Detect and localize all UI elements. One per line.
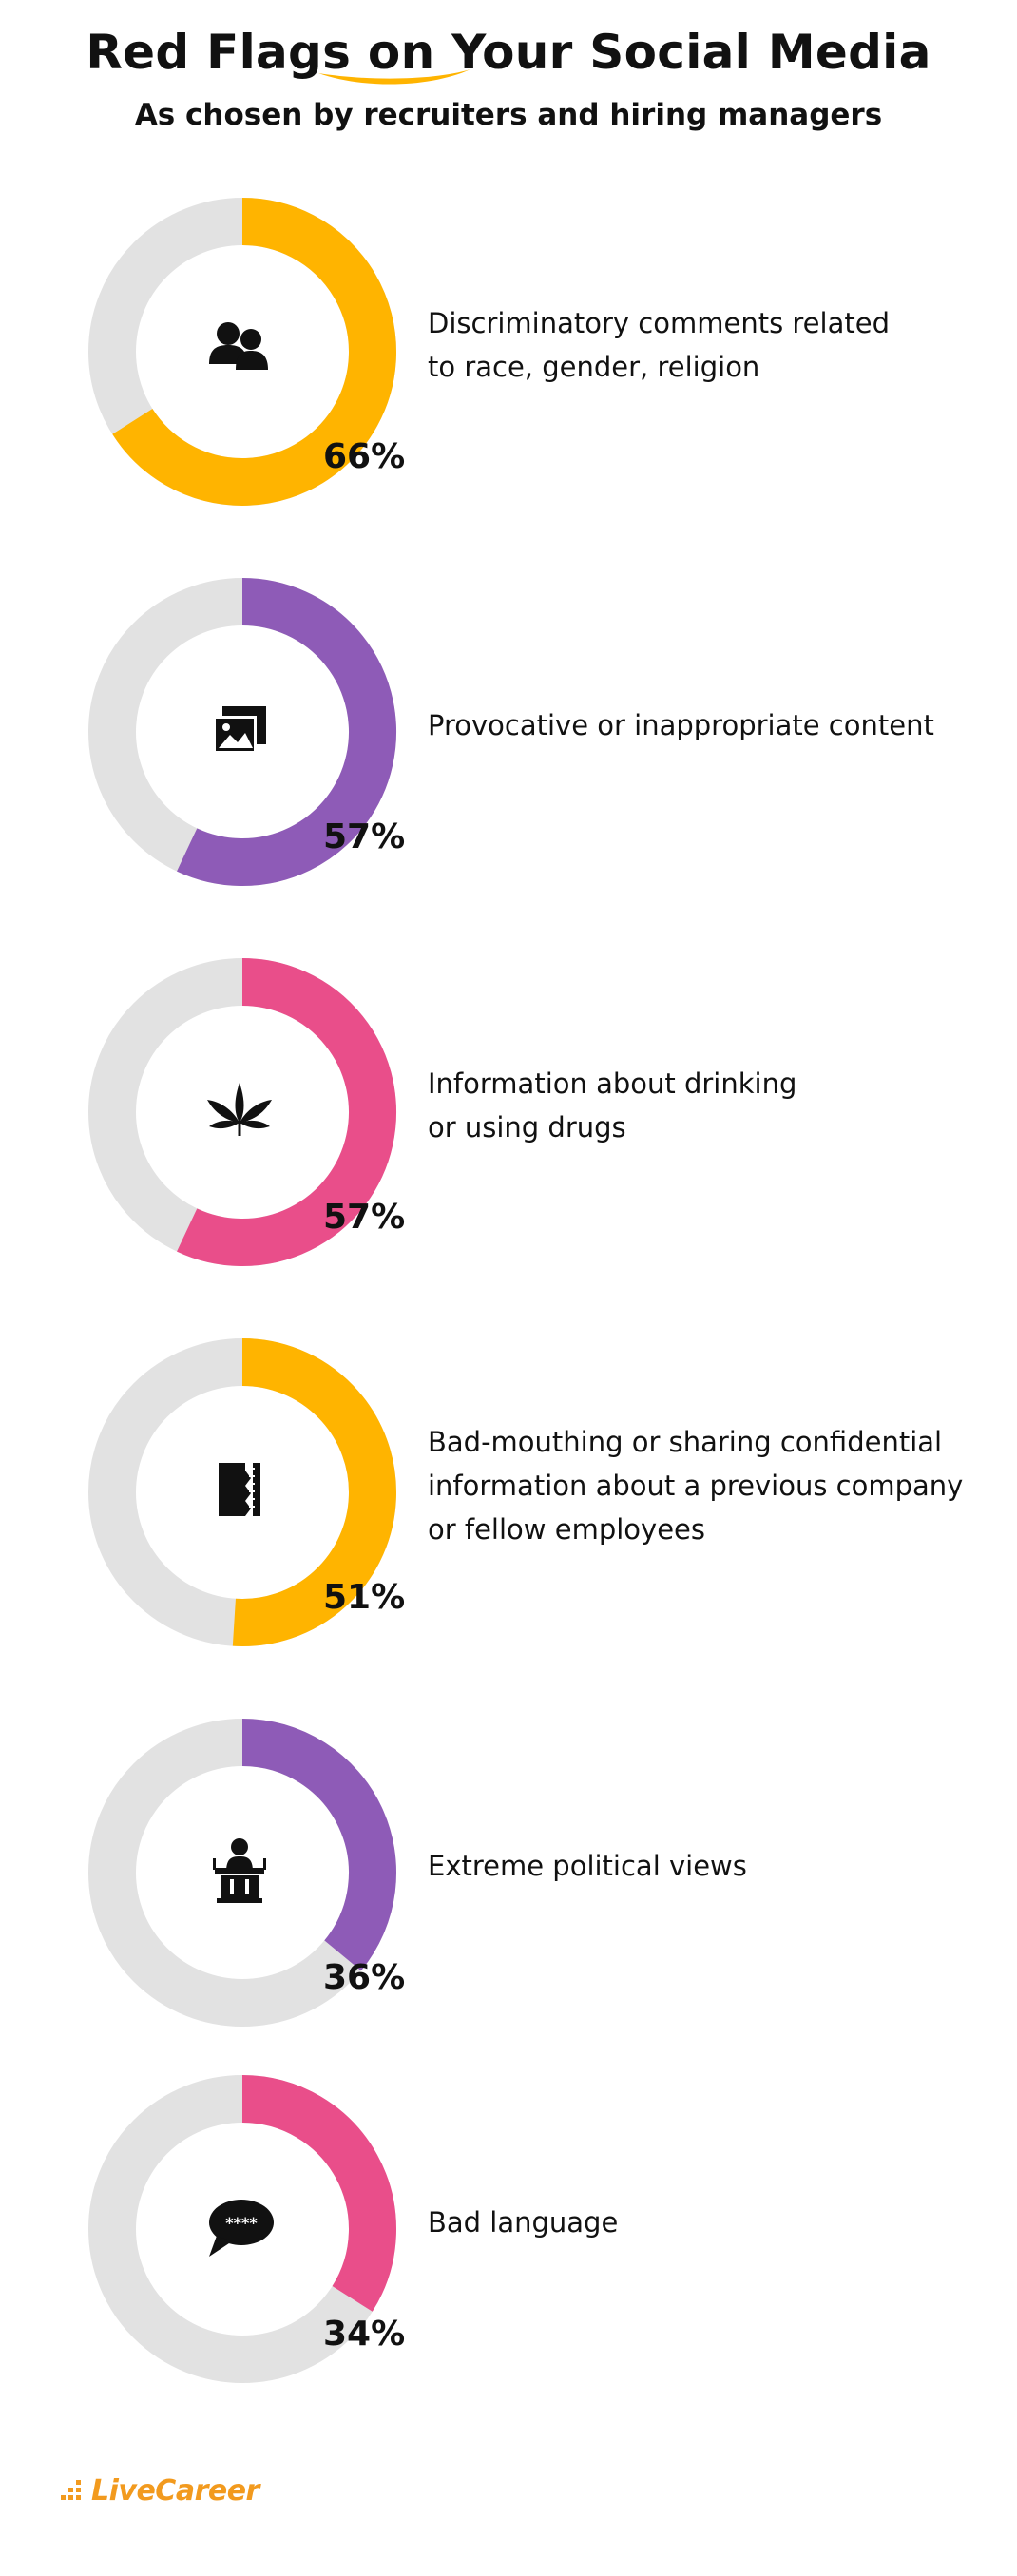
donut-item: 57% Information about drinking or using dr… bbox=[0, 951, 1017, 1331]
donut-item: 36% Extreme political views bbox=[0, 1711, 1017, 2091]
category-label-line: Information about drinking bbox=[428, 1067, 797, 1100]
donut-chart bbox=[88, 578, 396, 886]
speech-bubble-censored-icon: **** bbox=[209, 2200, 274, 2257]
bubble-asterisks: **** bbox=[225, 2214, 258, 2232]
percent-label: 51% bbox=[323, 1578, 406, 1617]
donut-chart: **** bbox=[88, 2075, 396, 2383]
shredded-document-icon bbox=[219, 1463, 260, 1516]
category-label-line: Bad language bbox=[428, 2206, 619, 2239]
donut-item: **** 34% Bad language bbox=[0, 2067, 1017, 2448]
donut-item: 51% Bad-mouthing or sharing confidential i… bbox=[0, 1331, 1017, 1711]
category-label-line: to race, gender, religion bbox=[428, 351, 760, 383]
category-label: Bad-mouthing or sharing confidential info… bbox=[428, 1420, 998, 1551]
percent-label: 36% bbox=[323, 1958, 406, 1997]
category-label-line: Discriminatory comments related bbox=[428, 307, 890, 339]
chart-header: Red Flags on Your Social Media As chosen… bbox=[0, 0, 1017, 152]
percent-label: 34% bbox=[323, 2315, 406, 2354]
title-swoosh-decoration bbox=[318, 69, 470, 85]
donut-value-arc bbox=[232, 1338, 396, 1646]
page-title: Red Flags on Your Social Media bbox=[86, 25, 931, 80]
donut-value-arc bbox=[177, 958, 396, 1266]
images-icon bbox=[213, 706, 266, 754]
percent-label: 57% bbox=[323, 1198, 406, 1237]
donut-chart bbox=[88, 198, 396, 506]
page-subtitle: As chosen by recruiters and hiring manag… bbox=[134, 98, 883, 132]
donut-value-arc bbox=[177, 578, 396, 886]
category-label-line: or fellow employees bbox=[428, 1513, 705, 1546]
cannabis-leaf-icon bbox=[207, 1083, 272, 1136]
donut-chart bbox=[88, 1719, 396, 2027]
category-label-line: information about a previous company bbox=[428, 1470, 964, 1502]
livecareer-logo: LiveCareer bbox=[59, 2471, 259, 2509]
category-label: Bad language bbox=[428, 2201, 998, 2244]
livecareer-dots-icon bbox=[61, 2480, 81, 2500]
donut-item: 57% Provocative or inappropriate content bbox=[0, 570, 1017, 951]
category-label-line: or using drugs bbox=[428, 1111, 626, 1144]
podium-speaker-icon bbox=[213, 1838, 266, 1903]
percent-label: 66% bbox=[323, 437, 406, 476]
donut-chart bbox=[88, 1338, 396, 1646]
category-label-line: Provocative or inappropriate content bbox=[428, 709, 934, 741]
people-icon bbox=[209, 322, 268, 370]
percent-label: 57% bbox=[323, 817, 406, 856]
donut-chart bbox=[88, 958, 396, 1266]
category-label: Provocative or inappropriate content bbox=[428, 703, 998, 747]
donut-value-arc bbox=[112, 198, 396, 506]
donut-item: 66% Discriminatory comments related to rac… bbox=[0, 190, 1017, 570]
category-label: Discriminatory comments related to race, … bbox=[428, 301, 998, 389]
logo-text: LiveCareer bbox=[91, 2473, 259, 2508]
category-label-line: Extreme political views bbox=[428, 1850, 747, 1882]
donut-value-arc bbox=[241, 1719, 396, 1971]
category-label-line: Bad-mouthing or sharing confidential bbox=[428, 1426, 943, 1458]
category-label: Extreme political views bbox=[428, 1844, 998, 1888]
donut-value-arc bbox=[241, 2075, 396, 2312]
category-label: Information about drinking or using drugs bbox=[428, 1062, 998, 1149]
